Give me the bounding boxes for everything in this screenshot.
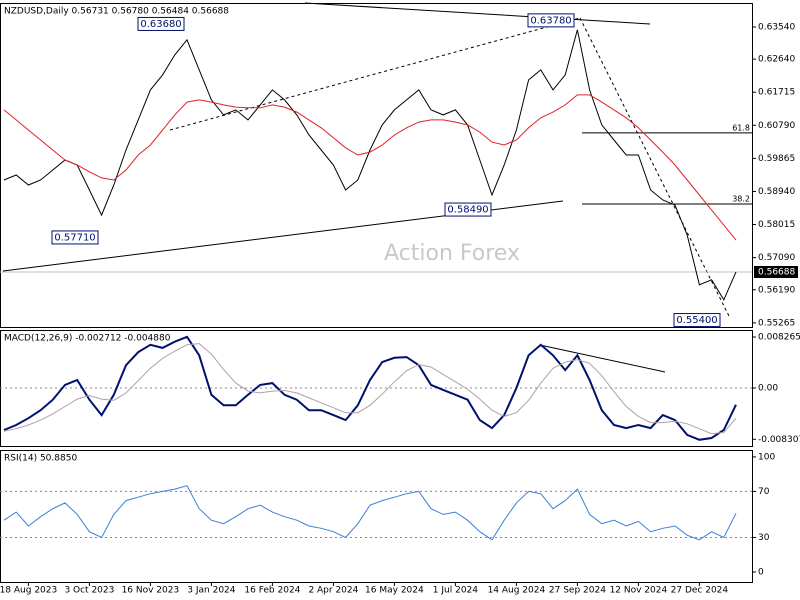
- y-tick-label: 0.008265: [758, 333, 800, 343]
- panel-title: NZDUSD,Daily 0.56731 0.56780 0.56484 0.5…: [4, 7, 229, 17]
- fib-label: 38.2: [732, 194, 750, 203]
- x-tick-label: 1 Jul 2024: [433, 586, 478, 596]
- fib-label: 61.8: [732, 123, 750, 132]
- y-tick-label: 0: [758, 567, 764, 577]
- panel-title: MACD(12,26,9) -0.002712 -0.004880: [4, 334, 171, 344]
- y-tick-label: 0.00: [758, 384, 778, 394]
- trendline: [579, 17, 731, 319]
- x-tick-label: 14 Aug 2024: [488, 586, 546, 596]
- y-tick-label: 30: [758, 533, 770, 543]
- annotation-label: 0.55400: [676, 315, 717, 326]
- last-price-label: 0.56688: [758, 267, 795, 277]
- y-tick-label: 70: [758, 487, 770, 497]
- x-tick-label: 16 Nov 2023: [122, 586, 180, 596]
- y-tick-label: 0.56190: [758, 285, 795, 295]
- x-tick-label: 18 Aug 2023: [0, 586, 57, 596]
- y-tick-label: 0.57090: [758, 253, 795, 263]
- price-panel: [0, 3, 753, 328]
- x-tick-label: 3 Oct 2023: [64, 586, 114, 596]
- y-tick-label: 0.59865: [758, 154, 795, 164]
- y-tick-label: 0.60790: [758, 121, 795, 131]
- annotation-box: [444, 202, 492, 217]
- x-tick-label: 16 May 2024: [365, 586, 424, 596]
- annotation-box: [137, 16, 185, 31]
- annotation-label: 0.63780: [530, 15, 571, 26]
- x-tick-label: 3 Jan 2024: [187, 586, 235, 596]
- y-tick-label: -0.008307: [758, 435, 800, 445]
- y-tick-label: 0.62640: [758, 55, 795, 65]
- series-line: [3, 343, 737, 435]
- trendline: [304, 2, 651, 25]
- rsi-panel: [0, 450, 753, 583]
- series-line: [3, 29, 737, 301]
- x-tick-label: 2 Apr 2024: [308, 586, 358, 596]
- y-tick-label: 0.61715: [758, 88, 795, 98]
- x-tick-label: 27 Dec 2024: [671, 586, 729, 596]
- series-line: [3, 485, 737, 541]
- annotation-box: [51, 230, 99, 245]
- x-tick-label: 12 Nov 2024: [610, 586, 668, 596]
- trendline: [169, 17, 581, 131]
- x-tick-label: 27 Sep 2024: [549, 586, 606, 596]
- watermark: Action Forex: [384, 241, 520, 266]
- annotation-label: 0.63680: [140, 19, 181, 30]
- y-tick-label: 0.58015: [758, 220, 795, 230]
- annotation-box: [527, 13, 575, 28]
- series-line: [3, 94, 737, 241]
- annotation-label: 0.58490: [447, 205, 488, 216]
- panel-title: RSI(14) 50.8850: [4, 454, 77, 464]
- y-tick-label: 100: [758, 452, 775, 462]
- y-tick-label: 0.63540: [758, 22, 795, 32]
- annotation-box: [673, 313, 721, 328]
- y-tick-label: 0.55265: [758, 318, 795, 328]
- annotation-label: 0.57710: [54, 232, 95, 243]
- y-tick-label: 0.58940: [758, 187, 795, 197]
- trendline: [539, 344, 666, 373]
- last-price-box: [754, 265, 798, 278]
- x-tick-label: 16 Feb 2024: [244, 586, 300, 596]
- series-line: [3, 335, 737, 441]
